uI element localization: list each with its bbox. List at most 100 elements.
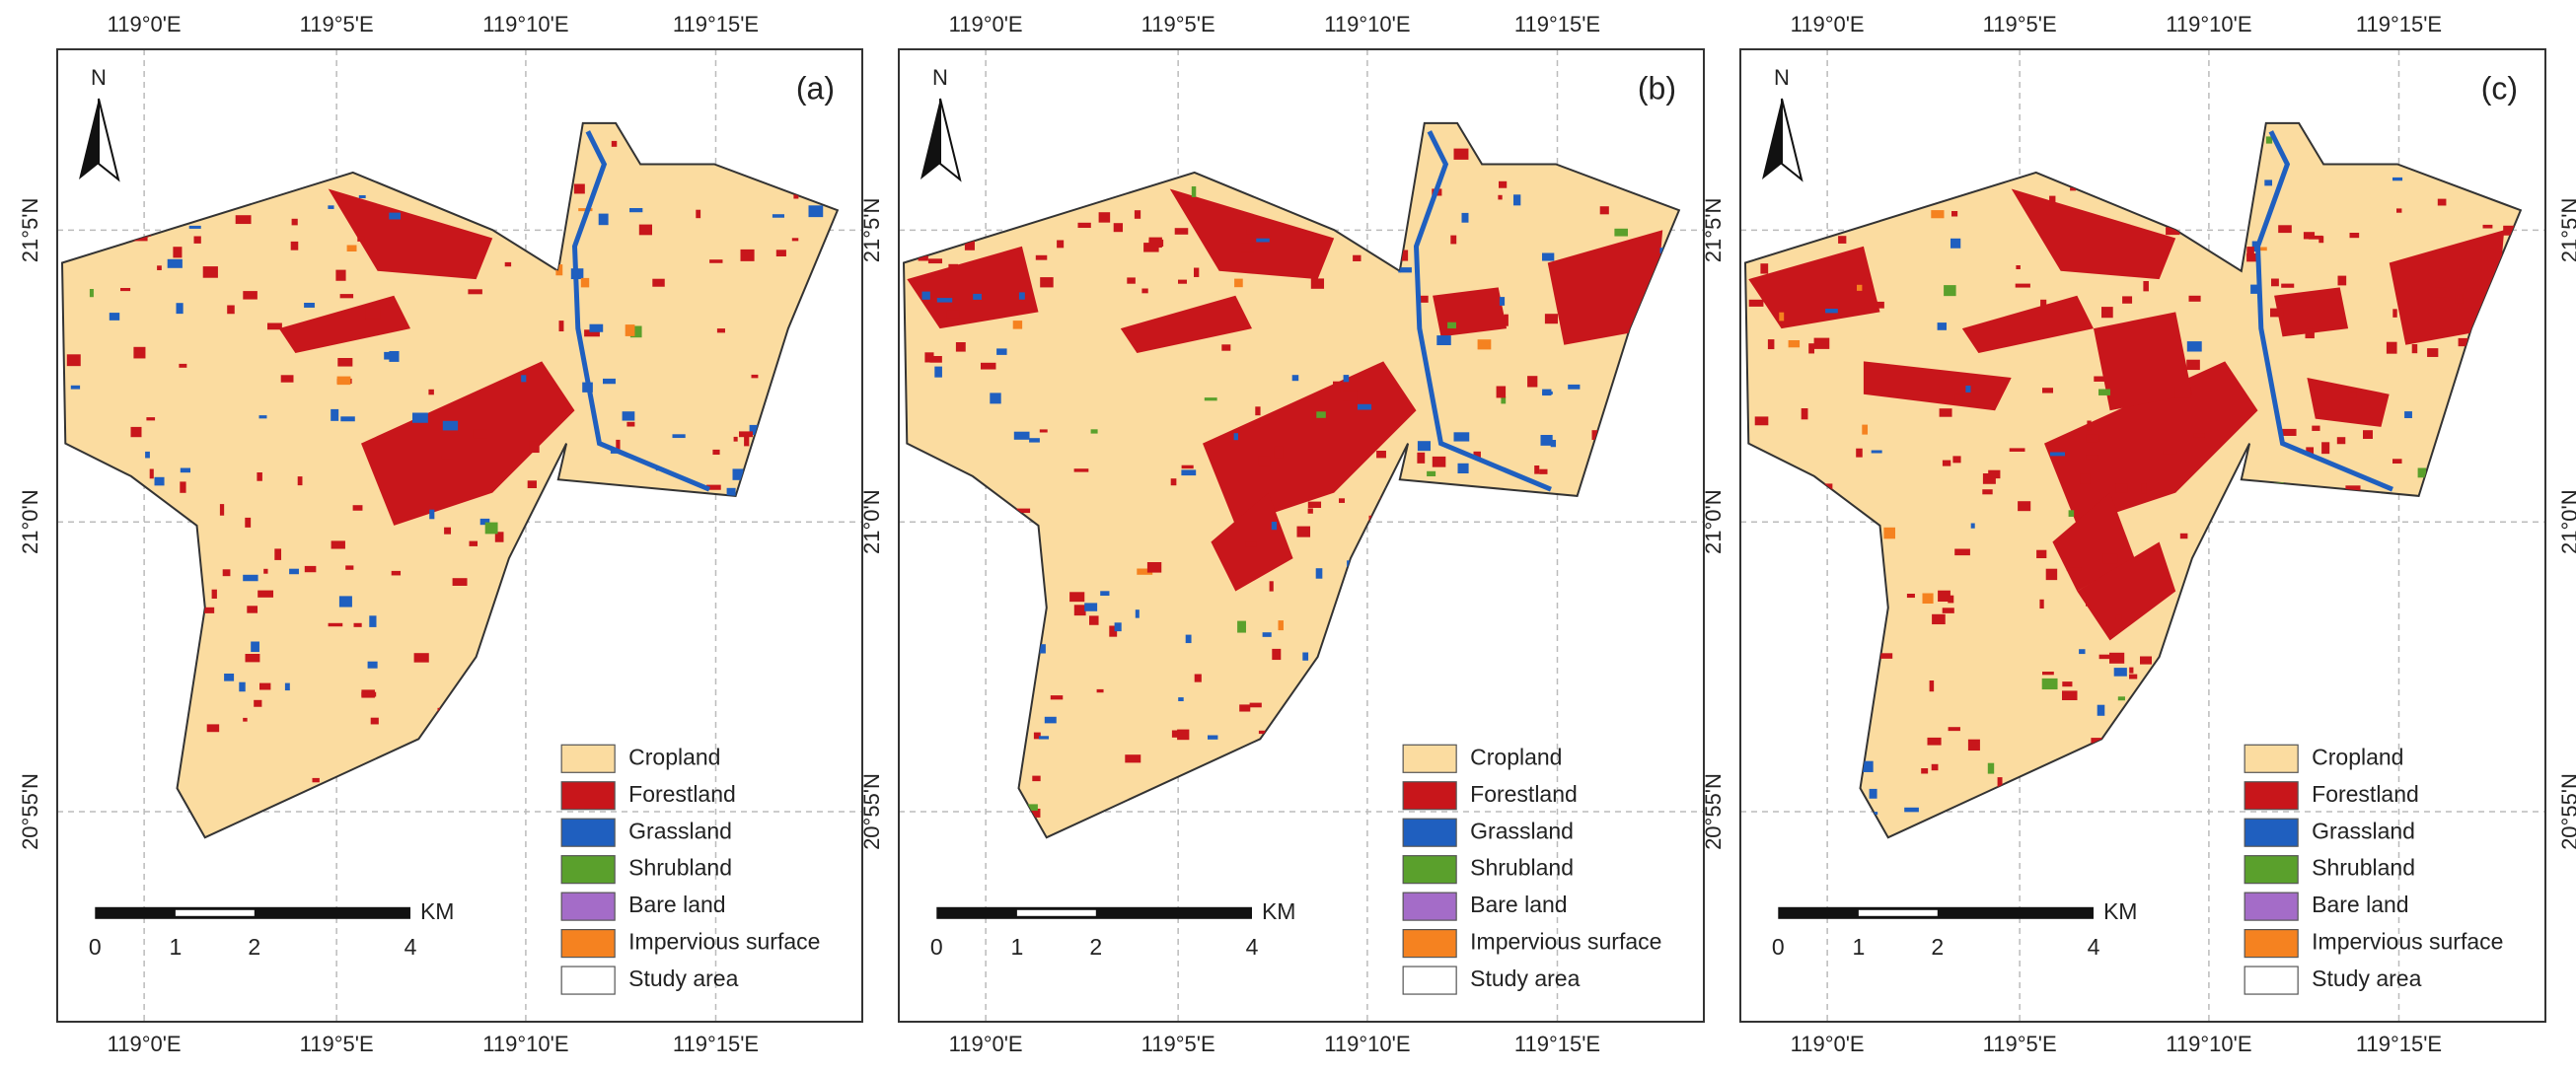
patch <box>1863 529 1872 539</box>
patch <box>1246 229 1252 235</box>
patch <box>761 523 774 530</box>
patch <box>239 681 246 692</box>
patch <box>274 548 282 560</box>
patch <box>2281 283 2295 288</box>
north-arrow <box>920 99 940 179</box>
patch <box>2305 328 2315 339</box>
patch <box>428 389 434 395</box>
patch <box>1906 594 1915 599</box>
patch <box>1236 775 1242 786</box>
patch <box>1208 735 1218 740</box>
patch <box>2321 442 2330 455</box>
river <box>2254 130 2393 492</box>
patch <box>1450 235 1457 245</box>
patch <box>163 645 169 654</box>
patch <box>1860 760 1874 772</box>
patch <box>2323 662 2331 668</box>
patch <box>795 697 801 703</box>
patch <box>570 136 577 143</box>
lon-label: 119°15'E <box>1514 1032 1600 1056</box>
patch <box>1098 212 1111 223</box>
patch <box>2303 232 2316 240</box>
patch <box>831 433 838 444</box>
map-panel: 119°0'E 119°0'E 119°5'E 119°5'E 119°10'E 119°… <box>859 12 1705 1056</box>
patch <box>1385 487 1395 498</box>
patch <box>821 571 828 583</box>
legend-label: Shrubland <box>1470 855 1574 881</box>
patch <box>504 261 512 267</box>
patch <box>224 674 235 681</box>
patch <box>1310 278 1325 289</box>
patch <box>1987 762 1995 774</box>
patch <box>726 504 733 516</box>
patch <box>1010 800 1017 808</box>
patch <box>2441 654 2447 662</box>
forest-patch <box>361 361 575 526</box>
patch <box>1581 579 1592 592</box>
patch <box>111 655 123 667</box>
patch <box>2112 831 2128 838</box>
patch <box>468 289 482 295</box>
patch <box>2329 508 2343 516</box>
panel-label: (b) <box>1638 70 1676 106</box>
patch <box>1109 625 1118 637</box>
patch <box>1134 210 1141 219</box>
lon-label: 119°15'E <box>2356 12 2442 36</box>
patch <box>748 464 760 470</box>
patch <box>716 328 725 333</box>
patch <box>2349 233 2360 239</box>
patch <box>1932 613 1946 625</box>
patch <box>290 802 297 809</box>
patch <box>173 247 183 258</box>
lat-label: 21°0'N <box>18 489 42 554</box>
scale-label: 0 <box>89 934 102 960</box>
patch <box>1760 536 1775 543</box>
patch <box>2483 187 2497 192</box>
patch <box>1608 668 1619 679</box>
patch <box>161 142 166 150</box>
patch <box>157 265 162 270</box>
patch <box>740 249 755 261</box>
patch <box>1240 243 1254 252</box>
patch <box>290 241 299 250</box>
patch <box>1767 339 1775 350</box>
legend-label: Bare land <box>1470 892 1567 917</box>
patch <box>1272 648 1282 661</box>
patch <box>791 238 799 242</box>
patch <box>821 134 834 147</box>
patch <box>1256 238 1270 243</box>
lon-label: 119°0'E <box>108 1032 182 1056</box>
patch <box>709 259 723 263</box>
patch <box>2514 754 2521 758</box>
patch <box>494 532 504 542</box>
scale-label: 4 <box>405 934 417 960</box>
patch <box>1170 478 1177 486</box>
patch <box>2087 420 2092 431</box>
patch <box>739 712 753 720</box>
patch <box>1755 248 1766 252</box>
patch <box>2137 736 2149 744</box>
patch <box>2256 247 2267 251</box>
patch <box>389 212 402 220</box>
patch <box>729 700 734 713</box>
patch <box>154 476 165 486</box>
forest-patch <box>328 188 493 280</box>
patch <box>1398 267 1412 273</box>
patch <box>1783 207 1799 219</box>
patch <box>146 142 160 153</box>
patch <box>603 378 616 385</box>
patch <box>284 131 298 138</box>
patch <box>1353 254 1362 261</box>
patch <box>1508 631 1522 639</box>
patch <box>1076 824 1088 829</box>
patch <box>1460 812 1476 817</box>
patch <box>587 515 595 522</box>
patch <box>616 439 621 451</box>
legend-label: Study area <box>1470 966 1580 991</box>
patch <box>2399 530 2406 541</box>
patch <box>2079 649 2086 655</box>
patch <box>1922 593 1934 605</box>
patch <box>1883 527 1896 539</box>
patch <box>67 469 79 475</box>
